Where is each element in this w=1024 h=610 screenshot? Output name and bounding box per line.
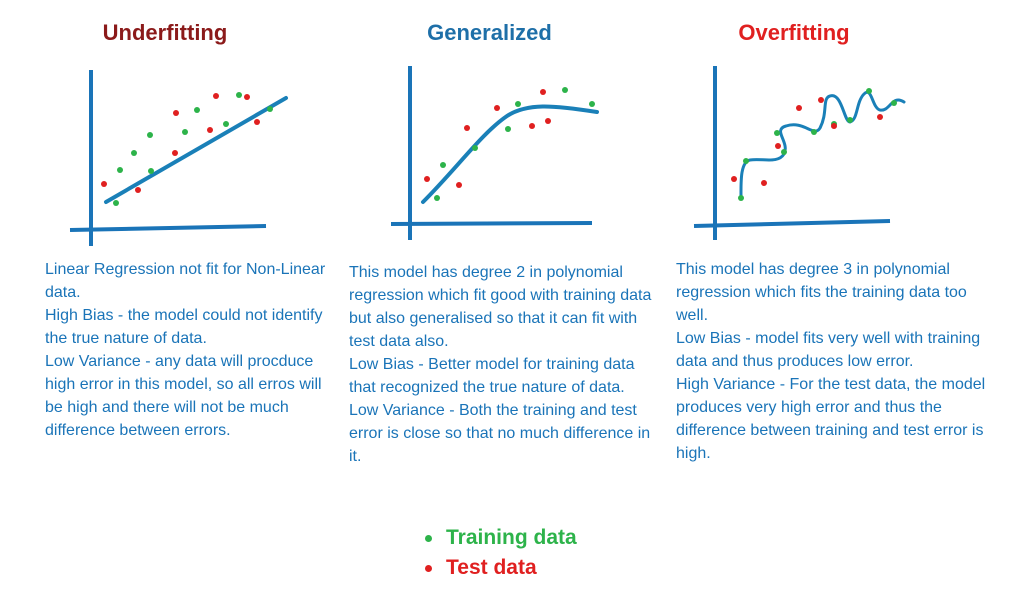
generalized-plot: [390, 66, 599, 240]
test-point: [775, 143, 781, 149]
training-point: [182, 129, 188, 135]
test-point: [818, 97, 824, 103]
training-point: [774, 130, 780, 136]
x-axis: [390, 221, 593, 226]
underfitting-panel: Underfitting Linear Regression: [30, 0, 360, 510]
test-point: [540, 89, 546, 95]
training-point: [866, 88, 872, 94]
generalized-title: Generalized: [427, 20, 552, 45]
training-point: [131, 150, 137, 156]
test-point: [731, 176, 737, 182]
quadratic-fit-curve: [421, 104, 599, 204]
linear-fit-line: [104, 96, 288, 204]
test-points: [731, 97, 883, 186]
overfitting-title: Overfitting: [738, 20, 850, 45]
test-point: [135, 187, 141, 193]
training-point: [589, 101, 595, 107]
training-point: [194, 107, 200, 113]
legend-test-label: Test data: [446, 556, 537, 579]
training-point: [147, 132, 153, 138]
training-point: [236, 92, 242, 98]
overfitting-description: This model has degree 3 in polynomial re…: [676, 261, 986, 462]
test-point: [244, 94, 250, 100]
test-point: [545, 118, 551, 124]
training-point: [562, 87, 568, 93]
test-points: [424, 89, 551, 188]
underfitting-plot: [69, 70, 288, 246]
training-point: [223, 121, 229, 127]
test-point: [877, 114, 883, 120]
training-point: [472, 145, 478, 151]
training-points: [113, 92, 273, 206]
training-point: [515, 101, 521, 107]
underfitting-title: Underfitting: [102, 20, 228, 45]
training-point: [781, 149, 787, 155]
test-point: [254, 119, 260, 125]
test-point: [464, 125, 470, 131]
test-point: [424, 176, 430, 182]
legend: Training data Test data: [425, 523, 577, 583]
polynomial-fit-curve: [739, 90, 906, 200]
overfitting-plot: [693, 66, 906, 240]
training-points: [434, 87, 595, 201]
training-point: [811, 129, 817, 135]
test-point: [831, 123, 837, 129]
test-points: [101, 93, 260, 193]
x-axis: [693, 219, 891, 228]
x-axis: [69, 224, 267, 232]
test-point: [529, 123, 535, 129]
training-point: [148, 168, 154, 174]
test-point: [213, 93, 219, 99]
training-point: [113, 200, 119, 206]
training-point: [117, 167, 123, 173]
training-point: [434, 195, 440, 201]
test-point: [796, 105, 802, 111]
test-point: [456, 182, 462, 188]
test-point: [101, 181, 107, 187]
overfitting-panel: Overfitting This model has degree 3 in p…: [664, 0, 994, 510]
underfitting-description: Linear Regression not fit for Non-Linear…: [45, 261, 326, 439]
training-point: [440, 162, 446, 168]
test-point: [207, 127, 213, 133]
training-point: [267, 106, 273, 112]
training-point: [505, 126, 511, 132]
training-dot-icon: [425, 534, 432, 542]
training-point: [738, 195, 744, 201]
generalized-panel: Generalized This model has degree 2 in p…: [347, 0, 677, 510]
generalized-description: This model has degree 2 in polynomial re…: [349, 264, 652, 465]
training-point: [743, 158, 749, 164]
training-point: [847, 117, 853, 123]
training-point: [891, 100, 897, 106]
test-dot-icon: [425, 564, 432, 572]
legend-training: Training data: [425, 523, 577, 553]
legend-training-label: Training data: [446, 526, 577, 549]
legend-test: Test data: [425, 553, 577, 583]
test-point: [761, 180, 767, 186]
test-point: [172, 150, 178, 156]
test-point: [173, 110, 179, 116]
test-point: [494, 105, 500, 111]
